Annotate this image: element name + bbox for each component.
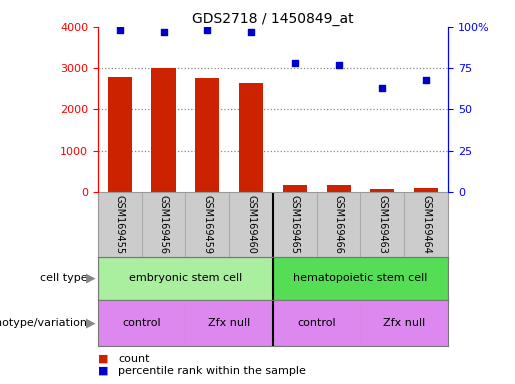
- Text: ■: ■: [98, 366, 112, 376]
- Text: control: control: [123, 318, 161, 328]
- Bar: [195, 78, 219, 192]
- Text: GSM169456: GSM169456: [159, 195, 168, 254]
- Text: ▶: ▶: [85, 272, 95, 285]
- Bar: [414, 189, 438, 192]
- Point: [247, 29, 255, 35]
- Text: GSM169464: GSM169464: [421, 195, 431, 254]
- Text: GSM169466: GSM169466: [334, 195, 344, 254]
- Text: Zfx null: Zfx null: [208, 318, 250, 328]
- Text: count: count: [118, 354, 150, 364]
- Bar: [108, 77, 132, 192]
- Bar: [151, 68, 176, 192]
- Text: ■: ■: [98, 354, 112, 364]
- Text: embryonic stem cell: embryonic stem cell: [129, 273, 242, 283]
- Text: hematopoietic stem cell: hematopoietic stem cell: [294, 273, 427, 283]
- Text: genotype/variation: genotype/variation: [0, 318, 88, 328]
- Point: [115, 27, 124, 33]
- Bar: [370, 189, 394, 192]
- Text: Zfx null: Zfx null: [383, 318, 425, 328]
- Bar: [273, 257, 448, 300]
- Title: GDS2718 / 1450849_at: GDS2718 / 1450849_at: [192, 12, 354, 26]
- Text: GSM169455: GSM169455: [115, 195, 125, 254]
- Bar: [283, 185, 307, 192]
- Text: percentile rank within the sample: percentile rank within the sample: [118, 366, 306, 376]
- Text: control: control: [297, 318, 336, 328]
- Text: ▶: ▶: [85, 316, 95, 329]
- Point: [422, 77, 430, 83]
- Bar: [239, 83, 263, 192]
- Point: [159, 29, 167, 35]
- Point: [203, 27, 211, 33]
- Text: cell type: cell type: [40, 273, 88, 283]
- Text: GSM169463: GSM169463: [377, 195, 387, 254]
- Text: GSM169465: GSM169465: [290, 195, 300, 254]
- Bar: [327, 185, 351, 192]
- Point: [378, 85, 386, 91]
- Bar: [98, 257, 273, 300]
- Text: GSM169460: GSM169460: [246, 195, 256, 254]
- Point: [334, 62, 342, 68]
- Text: GSM169459: GSM169459: [202, 195, 212, 254]
- Point: [290, 60, 299, 66]
